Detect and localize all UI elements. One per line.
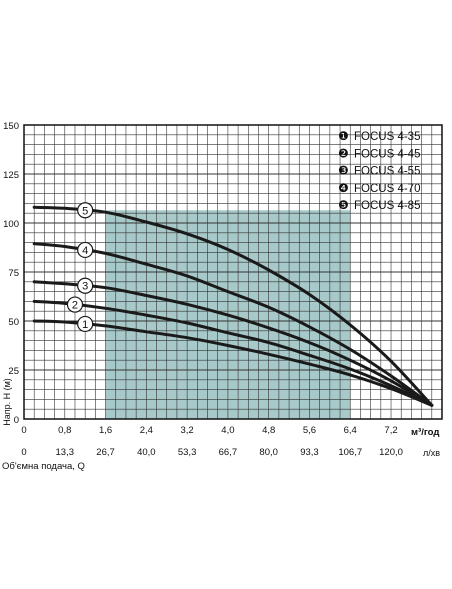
curve-focus-series-1 (32, 319, 434, 407)
x-tick-label-m3h: 1,6 (99, 425, 112, 436)
y-tick-label: 125 (3, 170, 19, 181)
x-tick-label-m3h: 6,4 (344, 425, 357, 436)
x-tick-label-lmin: 120,0 (379, 447, 403, 458)
x-axis-unit-m3h: м³/год (411, 427, 439, 438)
performance-curves (32, 205, 434, 407)
curve-focus-series-5 (32, 205, 434, 407)
legend-symbol-icon: ❷ (338, 146, 349, 160)
curve-marker-circle (77, 202, 94, 219)
y-tick-label: 25 (8, 366, 19, 377)
x-axis-ticks-lmin: 0 13,3 26,7 40,0 53,3 66,7 80,0 93,3 106,7 120,0 (21, 447, 403, 458)
x-axis-unit-lmin: л/хв (423, 448, 440, 458)
x-tick-label-lmin: 53,3 (178, 447, 197, 458)
x-tick-label-m3h: 4,0 (221, 425, 234, 436)
y-axis-ticks: 0 25 50 75 100 125 150 (3, 121, 19, 426)
legend-label: FOCUS 4-55 (354, 166, 420, 178)
curve-markers: 123 4 5 (66, 202, 94, 333)
x-tick-label-lmin: 40,0 (137, 447, 156, 458)
x-tick-label-lmin: 80,0 (259, 447, 278, 458)
curve-marker-circle (66, 296, 84, 313)
curve-marker-label: 5 (82, 205, 88, 217)
legend-symbol-icon: ❹ (338, 181, 349, 195)
x-tick-label-lmin: 66,7 (219, 447, 238, 458)
x-tick-label-m3h: 3,2 (181, 425, 194, 436)
x-tick-label-lmin: 13,3 (56, 447, 75, 458)
y-tick-label: 100 (3, 219, 19, 230)
legend-label: FOCUS 4-85 (354, 200, 420, 212)
x-tick-label-m3h: 7,2 (384, 425, 397, 436)
legend-label: FOCUS 4-45 (354, 148, 420, 160)
x-tick-label-lmin: 93,3 (300, 447, 319, 458)
y-axis-label: Напр. H (м) (2, 378, 12, 426)
y-tick-label: 0 (14, 415, 19, 426)
y-tick-label: 150 (3, 121, 19, 132)
legend-symbol-icon: ❸ (338, 164, 349, 178)
legend-symbol-icon: ❺ (338, 198, 349, 212)
curve-focus-series-4 (32, 242, 434, 407)
curve-marker-circle (77, 315, 94, 333)
legend-label: FOCUS 4-35 (354, 131, 420, 143)
legend-symbol-icon: ❶ (338, 129, 349, 143)
curve-focus-series-2 (32, 299, 434, 407)
x-tick-label-lmin: 0 (21, 447, 26, 458)
curve-marker-label: 3 (82, 281, 88, 293)
legend-label: FOCUS 4-70 (354, 183, 420, 195)
curve-marker-label: 4 (82, 245, 88, 257)
x-tick-label-m3h: 5,6 (303, 425, 316, 436)
curve-focus-series-3 (32, 280, 434, 407)
curve-marker-label: 2 (72, 300, 78, 312)
x-axis-label: Об'ємна подача, Q (2, 461, 85, 472)
x-tick-label-m3h: 4,8 (262, 425, 275, 436)
x-tick-label-lmin: 26,7 (96, 447, 115, 458)
x-tick-label-lmin: 106,7 (338, 447, 362, 458)
y-tick-label: 75 (8, 268, 19, 279)
x-tick-label-m3h: 2,4 (140, 425, 153, 436)
x-axis-ticks-m3h: 0 0,8 1,6 2,4 3,2 4,0 4,8 5,6 6,4 7,2 (21, 425, 397, 436)
legend: ❶ FOCUS 4-35 ❷ FOCUS 4-45 ❸ FOCUS 4-55 ❹ FOCUS … (338, 129, 420, 212)
x-tick-label-m3h: 0,8 (58, 425, 71, 436)
curve-marker-circle (77, 277, 94, 294)
y-tick-label: 50 (8, 317, 19, 328)
curve-marker-label: 1 (82, 319, 88, 331)
x-tick-label-m3h: 0 (21, 425, 26, 436)
curve-marker-circle (77, 241, 94, 259)
plot-frame (23, 124, 443, 420)
